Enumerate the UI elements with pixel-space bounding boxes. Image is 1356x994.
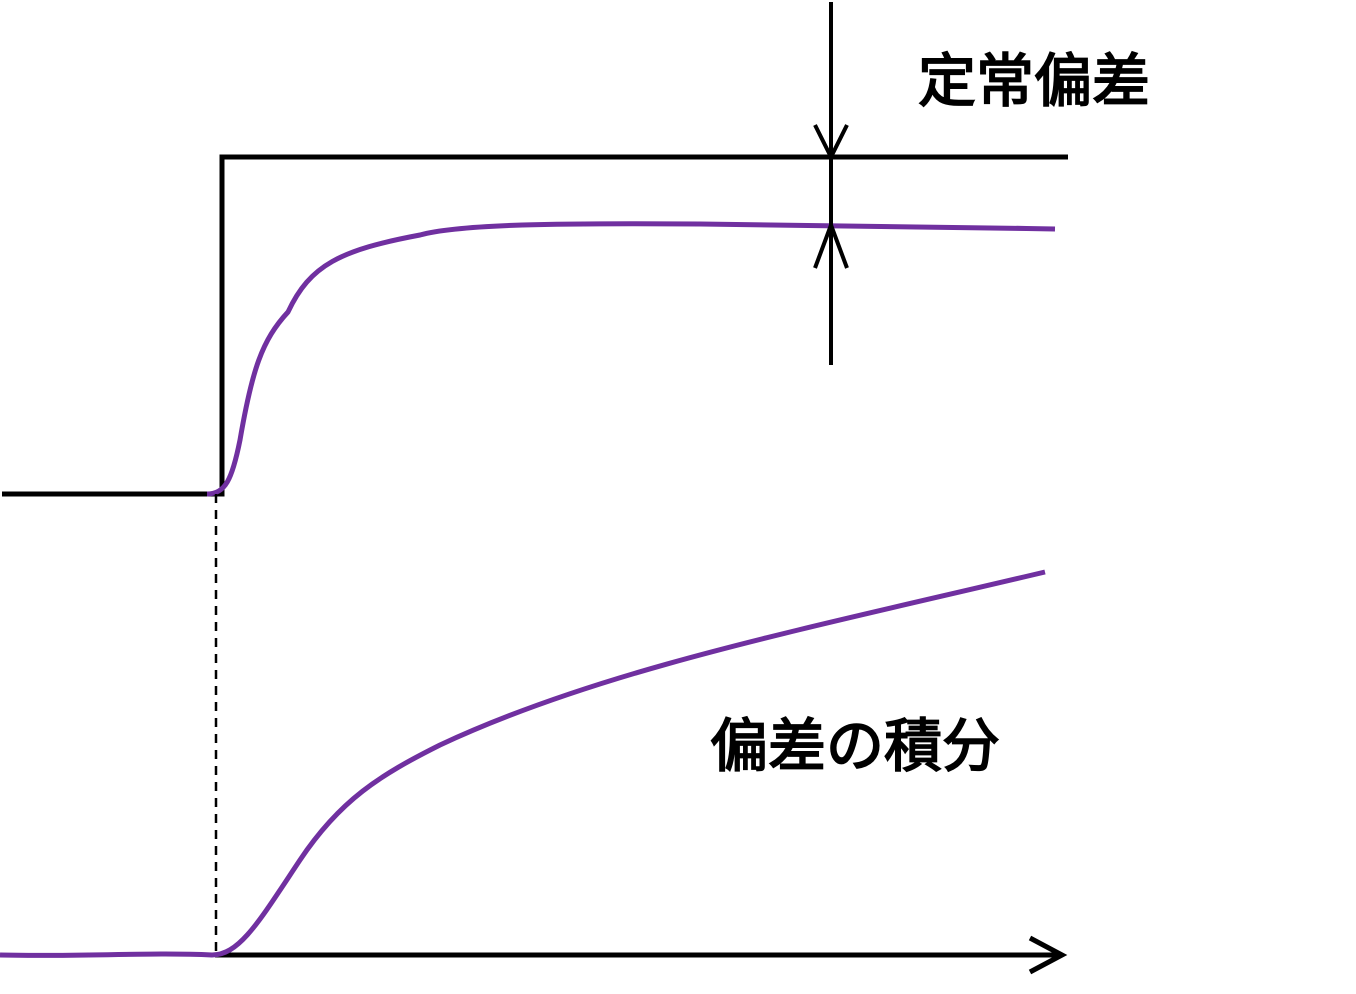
step-input bbox=[2, 154, 1068, 497]
integral-curve bbox=[0, 569, 1046, 958]
axis-arrow bbox=[1028, 935, 1068, 975]
arrow-head-up bbox=[813, 219, 849, 269]
response-curve bbox=[206, 221, 1056, 497]
steady-state-error-label: 定常偏差 bbox=[918, 47, 1150, 115]
arrow-head-down bbox=[813, 124, 849, 162]
error-integral-label: 偏差の積分 bbox=[710, 712, 1000, 780]
